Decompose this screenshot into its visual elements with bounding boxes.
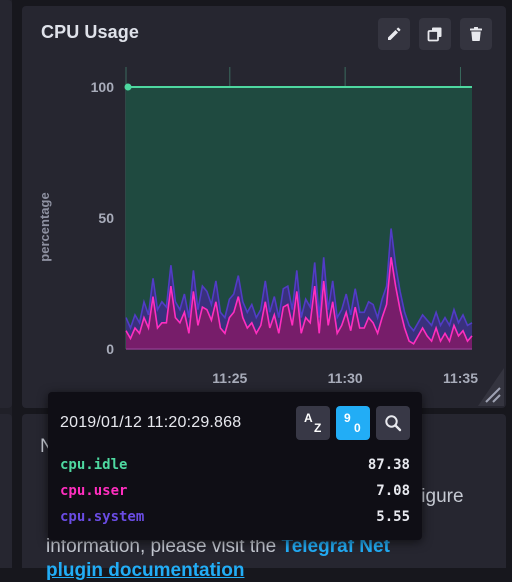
x-tick-label: 11:30 <box>328 370 363 386</box>
y-axis-label: percentage <box>37 192 52 261</box>
chart-ticks: 0 50 100 11:25 11:30 11:35 <box>91 79 479 386</box>
clone-icon <box>427 27 442 42</box>
series-line-cpu-user <box>125 257 473 345</box>
sort-num-bottom: 0 <box>354 421 361 435</box>
sort-alpha-top: A <box>304 411 313 425</box>
series-area-cpu-user <box>126 257 472 349</box>
sort-num-top: 9 <box>344 411 351 425</box>
x-tick-label: 11:35 <box>443 370 478 386</box>
telegraf-net-link[interactable]: Telegraf Net <box>281 536 390 557</box>
series-name: cpu.user <box>60 483 128 499</box>
note-text-line: information, please visit the Telegraf N… <box>46 536 390 558</box>
x-tick-label: 11:25 <box>212 370 247 386</box>
note-text-fragment: information, please visit the <box>46 536 277 557</box>
trash-icon <box>470 27 482 41</box>
series-value: 5.55 <box>376 509 410 525</box>
left-neighbor-cell-bottom <box>0 414 12 568</box>
hover-legend-tooltip: 2019/01/12 11:20:29.868 A Z 9 0 cpu.idle… <box>48 392 422 540</box>
y-tick-label: 100 <box>91 79 115 95</box>
tooltip-row: cpu.idle 87.38 <box>60 457 410 477</box>
sort-alpha-bottom: Z <box>314 421 322 435</box>
series-name: cpu.system <box>60 509 145 525</box>
search-icon <box>385 415 402 432</box>
series-point-cpu-idle <box>124 83 132 91</box>
resize-handle-icon[interactable] <box>474 360 506 408</box>
tooltip-search-button[interactable] <box>376 406 410 440</box>
tooltip-row: cpu.system 5.55 <box>60 509 410 529</box>
chart-series <box>124 83 473 350</box>
series-value: 87.38 <box>367 457 410 473</box>
edit-cell-button[interactable] <box>378 18 410 50</box>
tooltip-timestamp: 2019/01/12 11:20:29.868 <box>60 414 242 431</box>
cpu-usage-chart[interactable]: percentage 0 50 100 11:25 11:30 11:35 <box>0 0 512 568</box>
plugin-documentation-link[interactable]: plugin documentation <box>46 560 245 581</box>
tooltip-row: cpu.user 7.08 <box>60 483 410 503</box>
cell-title: CPU Usage <box>41 22 139 42</box>
pencil-icon <box>388 27 401 40</box>
sort-numeric-button[interactable]: 9 0 <box>336 406 370 440</box>
series-name: cpu.idle <box>60 457 128 473</box>
y-tick-label: 0 <box>106 341 114 357</box>
left-neighbor-cell <box>0 0 12 568</box>
delete-cell-button[interactable] <box>460 18 492 50</box>
series-line-cpu-system <box>125 228 473 333</box>
clone-cell-button[interactable] <box>419 18 451 50</box>
sort-alphabetical-button[interactable]: A Z <box>296 406 330 440</box>
series-value: 7.08 <box>376 483 410 499</box>
y-tick-label: 50 <box>98 210 114 226</box>
note-text-fragment: figure <box>416 486 464 507</box>
left-neighbor-cell-top <box>0 0 12 408</box>
